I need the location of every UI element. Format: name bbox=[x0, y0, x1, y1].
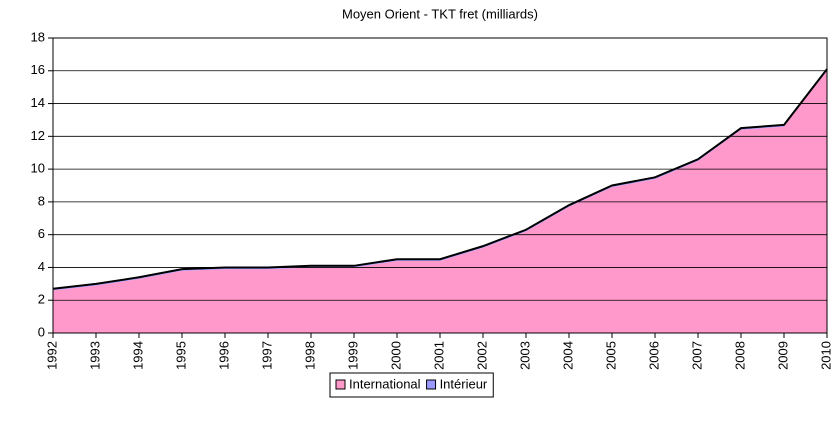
x-tick-label: 2007 bbox=[689, 341, 704, 370]
y-tick-label: 16 bbox=[31, 62, 45, 77]
x-tick-label: 1998 bbox=[302, 341, 317, 370]
x-tick-label: 2003 bbox=[517, 341, 532, 370]
y-tick-label: 0 bbox=[38, 324, 45, 339]
x-tick-label: 1992 bbox=[44, 341, 59, 370]
y-tick-label: 12 bbox=[31, 128, 45, 143]
x-tick-label: 1999 bbox=[345, 341, 360, 370]
x-tick-label: 2002 bbox=[474, 341, 489, 370]
legend-swatch bbox=[335, 379, 346, 390]
x-tick-label: 2001 bbox=[431, 341, 446, 370]
x-tick-label: 1995 bbox=[173, 341, 188, 370]
area-outline bbox=[52, 68, 828, 290]
x-tick-label: 2004 bbox=[560, 341, 575, 370]
y-tick-label: 2 bbox=[38, 292, 45, 307]
x-tick-label: 1994 bbox=[130, 341, 145, 370]
chart-title: Moyen Orient - TKT fret (milliards) bbox=[342, 6, 538, 21]
legend-box bbox=[329, 372, 494, 398]
x-tick-label: 2006 bbox=[646, 341, 661, 370]
y-tick-label: 18 bbox=[31, 29, 45, 44]
legend-swatch bbox=[426, 379, 437, 390]
y-tick-label: 10 bbox=[31, 161, 45, 176]
y-tick-label: 6 bbox=[38, 226, 45, 241]
x-tick-label: 1993 bbox=[87, 341, 102, 370]
x-tick-label: 2009 bbox=[775, 341, 790, 370]
legend-label: International bbox=[349, 376, 421, 391]
legend-label: Intérieur bbox=[440, 376, 488, 391]
x-tick-label: 2008 bbox=[732, 341, 747, 370]
y-tick-label: 14 bbox=[31, 95, 45, 110]
y-tick-label: 8 bbox=[38, 193, 45, 208]
y-tick-label: 4 bbox=[38, 259, 45, 274]
x-tick-label: 2000 bbox=[388, 341, 403, 370]
x-tick-label: 2005 bbox=[603, 341, 618, 370]
x-tick-label: 2010 bbox=[818, 341, 833, 370]
x-tick-label: 1996 bbox=[216, 341, 231, 370]
legend: International Intérieur bbox=[329, 372, 494, 398]
x-tick-label: 1997 bbox=[259, 341, 274, 370]
